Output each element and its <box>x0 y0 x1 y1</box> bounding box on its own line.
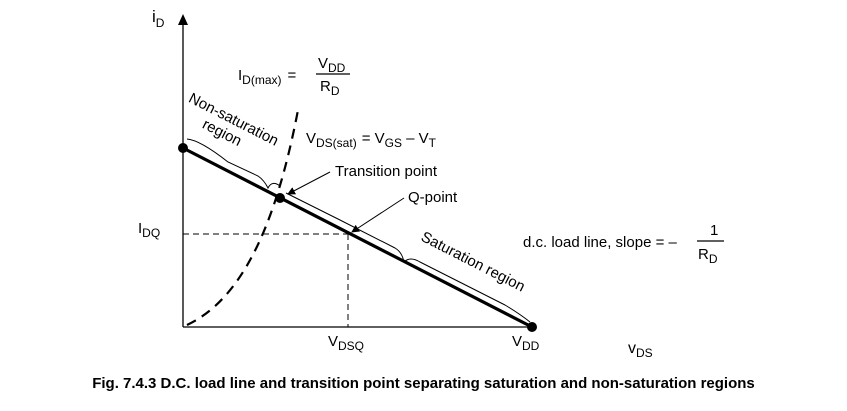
y-axis-label: iD <box>152 7 165 30</box>
x-axis-label: vDS <box>628 340 653 360</box>
id-max-point <box>178 143 188 153</box>
svg-text:VDD: VDD <box>318 55 346 75</box>
transition-point-arrow <box>287 171 331 195</box>
vdsq-label: VDSQ <box>328 333 364 353</box>
figure-caption: Fig. 7.4.3 D.C. load line and transition… <box>92 375 755 392</box>
non-saturation-brace <box>186 138 281 190</box>
load-line <box>182 146 533 329</box>
vds-sat-formula: VDS(sat) = VGS – VT <box>306 130 437 150</box>
vdd-label: VDD <box>512 333 540 353</box>
transition-point-label: Transition point <box>335 163 438 180</box>
saturation-boundary-curve <box>186 109 300 326</box>
vdd-point <box>527 322 537 332</box>
svg-text:RD: RD <box>320 78 340 98</box>
slope-label: d.c. load line, slope = – 1 RD <box>523 222 724 266</box>
y-axis-arrow <box>178 14 188 25</box>
svg-text:d.c. load line, slope = –: d.c. load line, slope = – <box>523 234 678 251</box>
id-max-formula: ID(max) = VDD RD <box>238 55 350 98</box>
svg-text:1: 1 <box>710 222 718 239</box>
svg-text:ID(max)=: ID(max) = <box>238 67 297 87</box>
idq-label: IDQ <box>138 220 160 240</box>
saturation-brace <box>285 192 531 323</box>
svg-text:RD: RD <box>698 246 718 266</box>
q-point-arrow <box>351 197 405 233</box>
transition-point <box>275 193 285 203</box>
q-point-label: Q-point <box>408 189 458 206</box>
saturation-region-label: Saturation region <box>418 228 528 295</box>
